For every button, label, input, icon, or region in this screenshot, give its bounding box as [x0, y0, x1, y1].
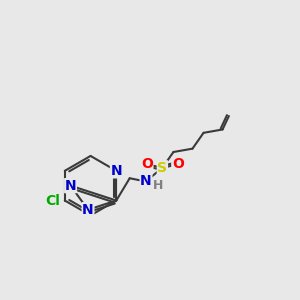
- Text: N: N: [82, 203, 94, 217]
- Text: N: N: [110, 164, 122, 178]
- Text: S: S: [158, 161, 167, 175]
- Text: N: N: [65, 179, 76, 193]
- Text: O: O: [141, 157, 153, 171]
- Text: N: N: [140, 174, 152, 188]
- Text: H: H: [153, 179, 163, 192]
- Text: O: O: [172, 157, 184, 171]
- Text: Cl: Cl: [45, 194, 60, 208]
